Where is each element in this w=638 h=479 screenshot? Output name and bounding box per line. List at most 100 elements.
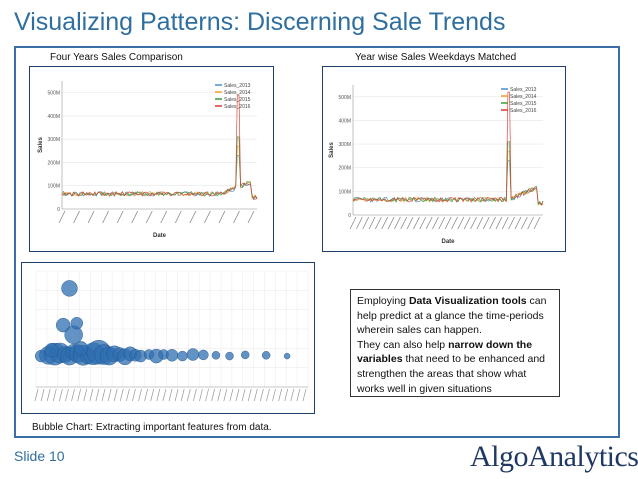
x-tick-label: [168, 388, 173, 402]
y-tick-label: 500M: [47, 91, 60, 97]
x-tick-label: [444, 216, 452, 230]
x-tick-label: [349, 216, 357, 230]
four-years-sales-chart: 0 100M 200M 300M 400M 500M Sales_2013 Sales_201…: [29, 66, 274, 252]
x-tick-label: [400, 216, 408, 230]
legend-entry: Sales_2014: [224, 90, 251, 96]
series-line: [352, 91, 544, 206]
x-tick-label: [204, 210, 211, 224]
x-tick-label: [211, 388, 215, 402]
insight-textbox: Employing Data Visualization tools can h…: [350, 289, 560, 397]
x-tick-label: [160, 210, 168, 224]
legend-entry: Sales_2016: [510, 108, 537, 114]
algoanalytics-logo: AlgoAnalytics: [470, 440, 638, 473]
x-tick-label: [387, 216, 395, 230]
x-axis-label: Date: [441, 239, 455, 245]
textbox-p2-pre: They can also help: [357, 338, 449, 351]
bubble-point: [261, 351, 271, 360]
bubble-point: [241, 350, 250, 360]
x-tick-label: [229, 388, 234, 402]
x-tick-label: [432, 216, 439, 230]
bubble-point: [61, 280, 78, 297]
x-tick-label: [520, 216, 528, 230]
x-tick-label: [116, 210, 124, 224]
legend-entry: Sales_2015: [224, 97, 251, 103]
textbox-p2-bold: narrow down the variables: [357, 338, 533, 366]
x-tick-label: [272, 388, 276, 402]
bubble-point: [73, 341, 89, 356]
bubble-point: [198, 349, 209, 361]
textbox-p1-bold: Data Visualization tools: [408, 295, 527, 307]
x-tick-label: [223, 388, 228, 402]
x-tick-label: [438, 216, 446, 230]
y-tick-label: 400M: [338, 118, 351, 124]
bubble-point: [56, 317, 71, 333]
slide-number: Slide 10: [14, 448, 65, 464]
bubble-caption: Bubble Chart: Extracting important featu…: [32, 422, 272, 433]
x-tick-label: [296, 388, 301, 402]
legend-entry: Sales_2014: [510, 94, 537, 100]
x-tick-label: [95, 388, 100, 402]
x-tick-label: [495, 216, 503, 230]
slide-title: Visualizing Patterns: Discerning Sale Tr…: [14, 8, 506, 36]
y-axis-label: Sales: [329, 142, 335, 158]
y-tick-label: 300M: [47, 137, 60, 143]
x-tick-label: [470, 216, 477, 230]
x-tick-label: [174, 388, 179, 402]
x-tick-label: [186, 388, 191, 402]
x-tick-label: [144, 388, 148, 402]
y-tick-label: 0: [348, 213, 351, 219]
x-tick-label: [58, 210, 66, 224]
y-tick-label: 400M: [47, 114, 60, 120]
x-tick-label: [355, 216, 363, 230]
x-tick-label: [145, 210, 153, 224]
x-tick-label: [284, 388, 289, 402]
x-tick-label: [489, 216, 496, 230]
x-tick-label: [476, 216, 484, 230]
bubble-chart-svg: [34, 270, 309, 402]
x-tick-label: [46, 388, 51, 402]
x-tick-label: [87, 210, 95, 224]
bubble-chart: [21, 262, 315, 414]
y-tick-label: 100M: [47, 184, 60, 190]
x-tick-label: [425, 216, 433, 230]
x-tick-label: [113, 388, 118, 402]
x-tick-label: [419, 216, 427, 230]
x-tick-label: [463, 216, 471, 230]
y-tick-label: 300M: [338, 142, 351, 148]
x-tick-label: [218, 210, 226, 224]
x-tick-label: [451, 216, 458, 230]
x-tick-label: [199, 388, 203, 402]
bubble-point: [283, 352, 291, 360]
y-tick-label: 200M: [47, 160, 60, 166]
x-tick-label: [368, 216, 376, 230]
x-tick-label: [126, 388, 130, 402]
x-tick-label: [132, 388, 136, 402]
y-tick-label: 200M: [338, 166, 351, 172]
x-tick-label: [233, 210, 240, 224]
x-tick-label: [52, 388, 57, 402]
legend-entry: Sales_2013: [510, 87, 537, 93]
series-line: [61, 94, 258, 201]
four-years-sales-svg: 0100M200M300M400M500MSales_2013Sales_201…: [38, 81, 258, 239]
bubble-point: [186, 348, 200, 361]
x-tick-label: [156, 388, 161, 402]
x-tick-label: [34, 388, 39, 402]
x-tick-label: [527, 216, 535, 230]
x-tick-label: [508, 216, 515, 230]
x-tick-label: [77, 388, 81, 402]
series-line: [352, 141, 544, 206]
x-tick-label: [180, 388, 185, 402]
weekdays-matched-chart: 0 100M 200M 300M 400M 500M Sales_2013 Sales_201…: [322, 66, 566, 252]
x-tick-label: [150, 388, 155, 402]
x-tick-label: [83, 388, 88, 402]
x-tick-label: [482, 216, 490, 230]
x-tick-label: [138, 388, 142, 402]
x-tick-label: [65, 388, 69, 402]
textbox-p2-post: that need to be enhanced and strengthen …: [357, 353, 546, 395]
x-tick-label: [260, 388, 264, 402]
x-tick-label: [174, 210, 182, 224]
x-tick-label: [89, 388, 94, 402]
x-tick-label: [278, 388, 282, 402]
x-tick-label: [131, 210, 139, 224]
bubble-point: [70, 317, 83, 330]
